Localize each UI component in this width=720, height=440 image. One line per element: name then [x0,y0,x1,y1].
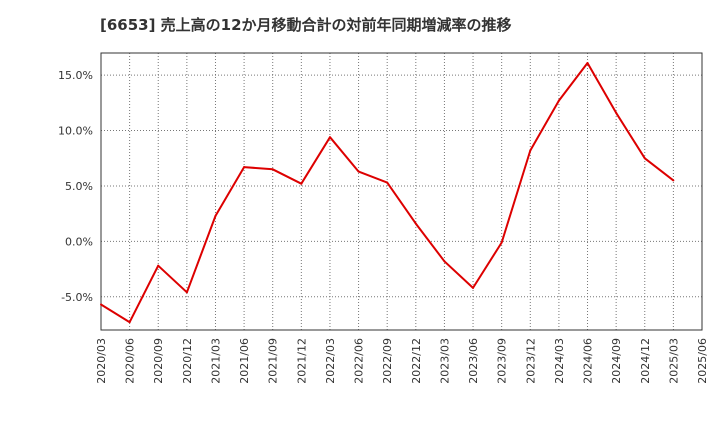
data-point [328,136,331,139]
y-axis-ticks: -5.0% 0.0% 5.0% 10.0% 15.0% [58,69,93,304]
data-point [643,157,646,160]
x-tick-label: 2021/12 [295,338,308,384]
data-point [157,264,160,267]
x-tick-label: 2023/12 [524,338,537,384]
data-point [185,291,188,294]
x-tick-label: 2024/03 [553,338,566,384]
x-tick-label: 2023/09 [496,338,509,384]
x-tick-label: 2020/03 [95,338,108,384]
data-point [443,260,446,263]
data-point [300,182,303,185]
y-tick-label: 0.0% [65,235,93,248]
x-tick-label: 2023/03 [438,338,451,384]
data-point [100,303,102,306]
x-tick-label: 2021/09 [267,338,280,384]
series-layer [100,61,675,324]
data-point [214,214,217,217]
data-point [128,321,131,324]
x-tick-label: 2022/03 [324,338,337,384]
data-point [386,181,389,184]
x-axis-ticks: 2020/03 2020/06 2020/09 2020/12 2021/03 2021/… [95,338,709,384]
x-tick-label: 2020/06 [124,338,137,384]
x-tick-label: 2022/06 [353,338,366,384]
data-point [271,168,274,171]
x-tick-label: 2024/12 [639,338,652,384]
y-tick-label: 10.0% [58,125,93,138]
x-tick-label: 2022/09 [381,338,394,384]
x-tick-label: 2021/06 [238,338,251,384]
y-tick-label: 5.0% [65,180,93,193]
data-point [529,149,532,152]
grid-lines [101,53,702,330]
data-point [615,111,618,114]
data-point [243,166,246,169]
data-point [472,286,475,289]
data-point [672,179,675,182]
x-tick-label: 2020/09 [152,338,165,384]
x-tick-label: 2025/06 [696,338,709,384]
x-tick-label: 2021/03 [209,338,222,384]
chart-title: [6653] 売上高の12か月移動合計の対前年同期増減率の推移 [100,16,512,34]
x-tick-label: 2020/12 [181,338,194,384]
x-tick-label: 2024/09 [610,338,623,384]
data-point [500,241,503,244]
data-point [357,170,360,173]
y-tick-label: -5.0% [61,291,93,304]
y-tick-label: 15.0% [58,69,93,82]
x-tick-label: 2025/03 [667,338,680,384]
data-point [414,222,417,225]
x-tick-label: 2023/06 [467,338,480,384]
x-tick-label: 2024/06 [582,338,595,384]
data-point [557,99,560,102]
data-point [586,61,589,64]
plot-frame [100,52,703,331]
x-tick-label: 2022/12 [410,338,423,384]
